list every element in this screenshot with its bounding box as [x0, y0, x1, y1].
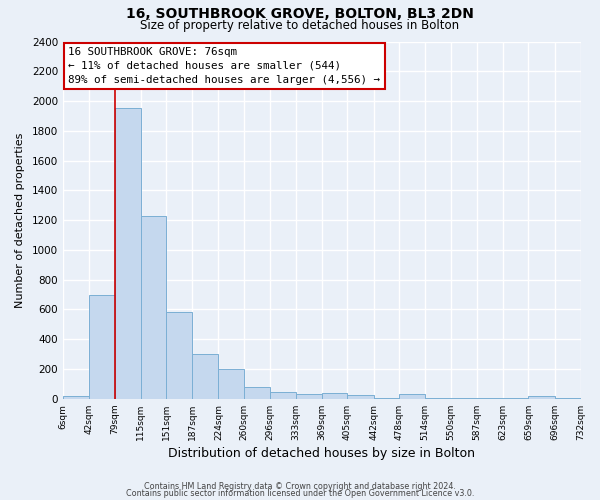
Bar	[244, 387, 270, 399]
Text: 16 SOUTHBROOK GROVE: 76sqm
← 11% of detached houses are smaller (544)
89% of sem: 16 SOUTHBROOK GROVE: 76sqm ← 11% of deta…	[68, 47, 380, 85]
Text: Contains HM Land Registry data © Crown copyright and database right 2024.: Contains HM Land Registry data © Crown c…	[144, 482, 456, 491]
Bar	[192, 354, 218, 399]
Bar	[555, 398, 581, 399]
Bar	[400, 394, 425, 399]
Bar	[477, 398, 503, 399]
X-axis label: Distribution of detached houses by size in Bolton: Distribution of detached houses by size …	[168, 447, 475, 460]
Text: 16, SOUTHBROOK GROVE, BOLTON, BL3 2DN: 16, SOUTHBROOK GROVE, BOLTON, BL3 2DN	[126, 8, 474, 22]
Text: Size of property relative to detached houses in Bolton: Size of property relative to detached ho…	[140, 19, 460, 32]
Bar	[529, 396, 555, 399]
Bar	[347, 395, 374, 399]
Y-axis label: Number of detached properties: Number of detached properties	[15, 132, 25, 308]
Bar	[451, 398, 477, 399]
Bar	[141, 216, 166, 399]
Bar	[503, 398, 529, 399]
Bar	[296, 394, 322, 399]
Bar	[374, 398, 400, 399]
Bar	[425, 398, 451, 399]
Bar	[115, 108, 141, 399]
Bar	[322, 393, 347, 399]
Bar	[166, 312, 192, 399]
Bar	[89, 294, 115, 399]
Bar	[270, 392, 296, 399]
Bar	[218, 369, 244, 399]
Text: Contains public sector information licensed under the Open Government Licence v3: Contains public sector information licen…	[126, 489, 474, 498]
Bar	[63, 396, 89, 399]
